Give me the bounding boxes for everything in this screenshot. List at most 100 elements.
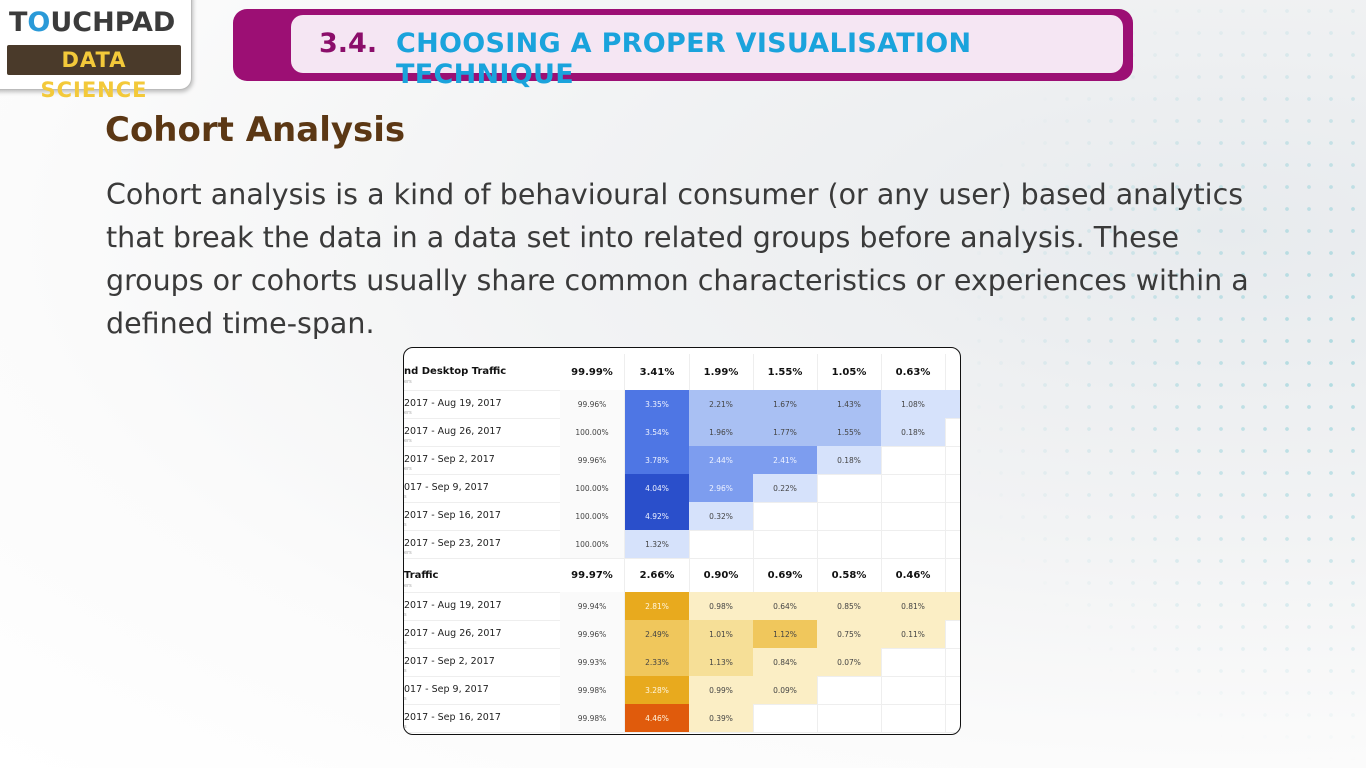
cohort-cell: 0.58% <box>817 558 882 592</box>
cohort-row-label-sub: s <box>404 668 407 674</box>
cohort-cell: 0.18% <box>817 446 882 474</box>
cohort-cell: 100.00% <box>560 530 625 558</box>
cohort-cell: 99.93% <box>560 648 625 676</box>
cohort-cell <box>817 676 882 704</box>
cohort-cell: 99.98% <box>560 704 625 732</box>
cohort-cell: 99.96% <box>560 620 625 648</box>
cohort-row-label-text: 2017 - Aug 26, 2017 <box>404 426 502 437</box>
cohort-cell: 2.44% <box>689 446 754 474</box>
cohort-cell: 0.07% <box>817 648 882 676</box>
cohort-cell <box>817 502 882 530</box>
cohort-row-label-text: nd Desktop Traffic <box>404 366 507 377</box>
cohort-cell: 1.55% <box>753 354 818 390</box>
cohort-cell: 0.85% <box>817 592 882 620</box>
cohort-cell: 99.96% <box>560 446 625 474</box>
cohort-row-label-text: 2017 - Sep 16, 2017 <box>404 510 501 521</box>
cohort-cell: 1.01% <box>689 620 754 648</box>
cohort-row-label: 2017 - Sep 2, 2017 ers <box>404 446 559 474</box>
cohort-row-label: 2017 - Sep 16, 2017 s <box>404 502 559 530</box>
cohort-cell: 2.66% <box>625 558 690 592</box>
cohort-row-label-sub: ers <box>404 466 412 472</box>
cohort-cell: 99.94% <box>560 592 625 620</box>
cohort-cell <box>945 354 960 390</box>
page-heading: Cohort Analysis <box>105 110 406 150</box>
cohort-cell: 0.84% <box>753 648 818 676</box>
cohort-cell: 1.55% <box>817 418 882 446</box>
cohort-cell: 4.92% <box>625 502 690 530</box>
cohort-cell <box>945 530 960 558</box>
cohort-row-label: 017 - Sep 9, 2017 s <box>404 474 559 502</box>
cohort-cell <box>945 390 960 418</box>
cohort-cell <box>881 648 946 676</box>
cohort-cell <box>753 704 818 732</box>
cohort-row-label-sub: ers <box>404 583 412 589</box>
cohort-cell <box>945 676 960 704</box>
section-number: 3.4. <box>319 28 378 59</box>
cohort-cell: 4.46% <box>625 704 690 732</box>
cohort-row: 2017 - Sep 16, 2017 s 100.00% 4.92% 0.32% <box>404 502 960 531</box>
cohort-cell: 0.98% <box>689 592 754 620</box>
cohort-cell: 2.41% <box>753 446 818 474</box>
cohort-row-label-text: Traffic <box>404 570 439 581</box>
cohort-cell: 1.67% <box>753 390 818 418</box>
cohort-cell <box>817 530 882 558</box>
logo-subtitle: DATA SCIENCE <box>7 45 181 102</box>
cohort-row: 017 - Sep 9, 2017 s 100.00% 4.04% 2.96% 0.22% <box>404 474 960 503</box>
cohort-row-label-text: 2017 - Sep 23, 2017 <box>404 538 501 549</box>
cohort-row-label: 2017 - Aug 19, 2017 ers <box>404 390 559 418</box>
cohort-row-label: 2017 - Sep 16, 2017 s <box>404 704 559 732</box>
cohort-row-label-sub: ers <box>404 410 412 416</box>
cohort-row: 2017 - Aug 19, 2017 ers 99.96% 3.35% 2.21% 1.… <box>404 390 960 419</box>
cohort-row-label-sub: s <box>404 724 407 730</box>
cohort-row: 2017 - Sep 2, 2017 s 99.93% 2.33% 1.13% 0.84%… <box>404 648 960 677</box>
cohort-cell: 0.39% <box>689 704 754 732</box>
cohort-cell: 3.41% <box>625 354 690 390</box>
cohort-cell: 0.32% <box>689 502 754 530</box>
section-banner-inner: 3.4. CHOOSING A PROPER VISUALISATION TEC… <box>291 15 1123 90</box>
cohort-cell <box>945 558 960 592</box>
cohort-cell <box>689 530 754 558</box>
cohort-cell: 0.99% <box>689 676 754 704</box>
cohort-cell <box>945 620 960 648</box>
cohort-cell: 1.96% <box>689 418 754 446</box>
cohort-cell: 1.13% <box>689 648 754 676</box>
decorative-dot-pattern <box>946 0 1366 768</box>
cohort-cell <box>881 676 946 704</box>
cohort-cell: 1.12% <box>753 620 818 648</box>
cohort-cell <box>945 648 960 676</box>
cohort-cell: 2.49% <box>625 620 690 648</box>
cohort-cell <box>881 530 946 558</box>
cohort-row-label-sub: s <box>404 612 407 618</box>
cohort-cell: 0.18% <box>881 418 946 446</box>
cohort-cell: 2.96% <box>689 474 754 502</box>
cohort-row-label-text: 2017 - Sep 2, 2017 <box>404 656 495 667</box>
cohort-cell: 0.22% <box>753 474 818 502</box>
cohort-cell: 1.08% <box>881 390 946 418</box>
cohort-cell: 0.63% <box>881 354 946 390</box>
cohort-row-label: nd Desktop Traffic ers <box>404 354 559 390</box>
cohort-row-label: 017 - Sep 9, 2017 s <box>404 676 559 704</box>
cohort-group-header-row: nd Desktop Traffic ers 99.99% 3.41% 1.99% 1.5… <box>404 354 960 391</box>
cohort-cell: 0.09% <box>753 676 818 704</box>
cohort-row-label-sub: ers <box>404 438 412 444</box>
cohort-cell: 1.77% <box>753 418 818 446</box>
cohort-cell: 3.78% <box>625 446 690 474</box>
cohort-cell: 99.97% <box>560 558 625 592</box>
cohort-cell: 0.69% <box>753 558 818 592</box>
cohort-cell: 0.90% <box>689 558 754 592</box>
cohort-cell: 4.04% <box>625 474 690 502</box>
cohort-cell <box>881 474 946 502</box>
cohort-row: 2017 - Aug 26, 2017 s 99.96% 2.49% 1.01% 1.12… <box>404 620 960 649</box>
cohort-cell <box>945 502 960 530</box>
cohort-cell: 3.35% <box>625 390 690 418</box>
cohort-cell: 2.81% <box>625 592 690 620</box>
cohort-cell: 1.05% <box>817 354 882 390</box>
cohort-cell: 100.00% <box>560 502 625 530</box>
cohort-cell <box>945 704 960 732</box>
cohort-cell: 1.43% <box>817 390 882 418</box>
cohort-row-label-sub: s <box>404 696 407 702</box>
cohort-cell <box>753 530 818 558</box>
cohort-row-label-text: 2017 - Aug 19, 2017 <box>404 600 502 611</box>
cohort-cell <box>881 502 946 530</box>
cohort-cell: 1.99% <box>689 354 754 390</box>
